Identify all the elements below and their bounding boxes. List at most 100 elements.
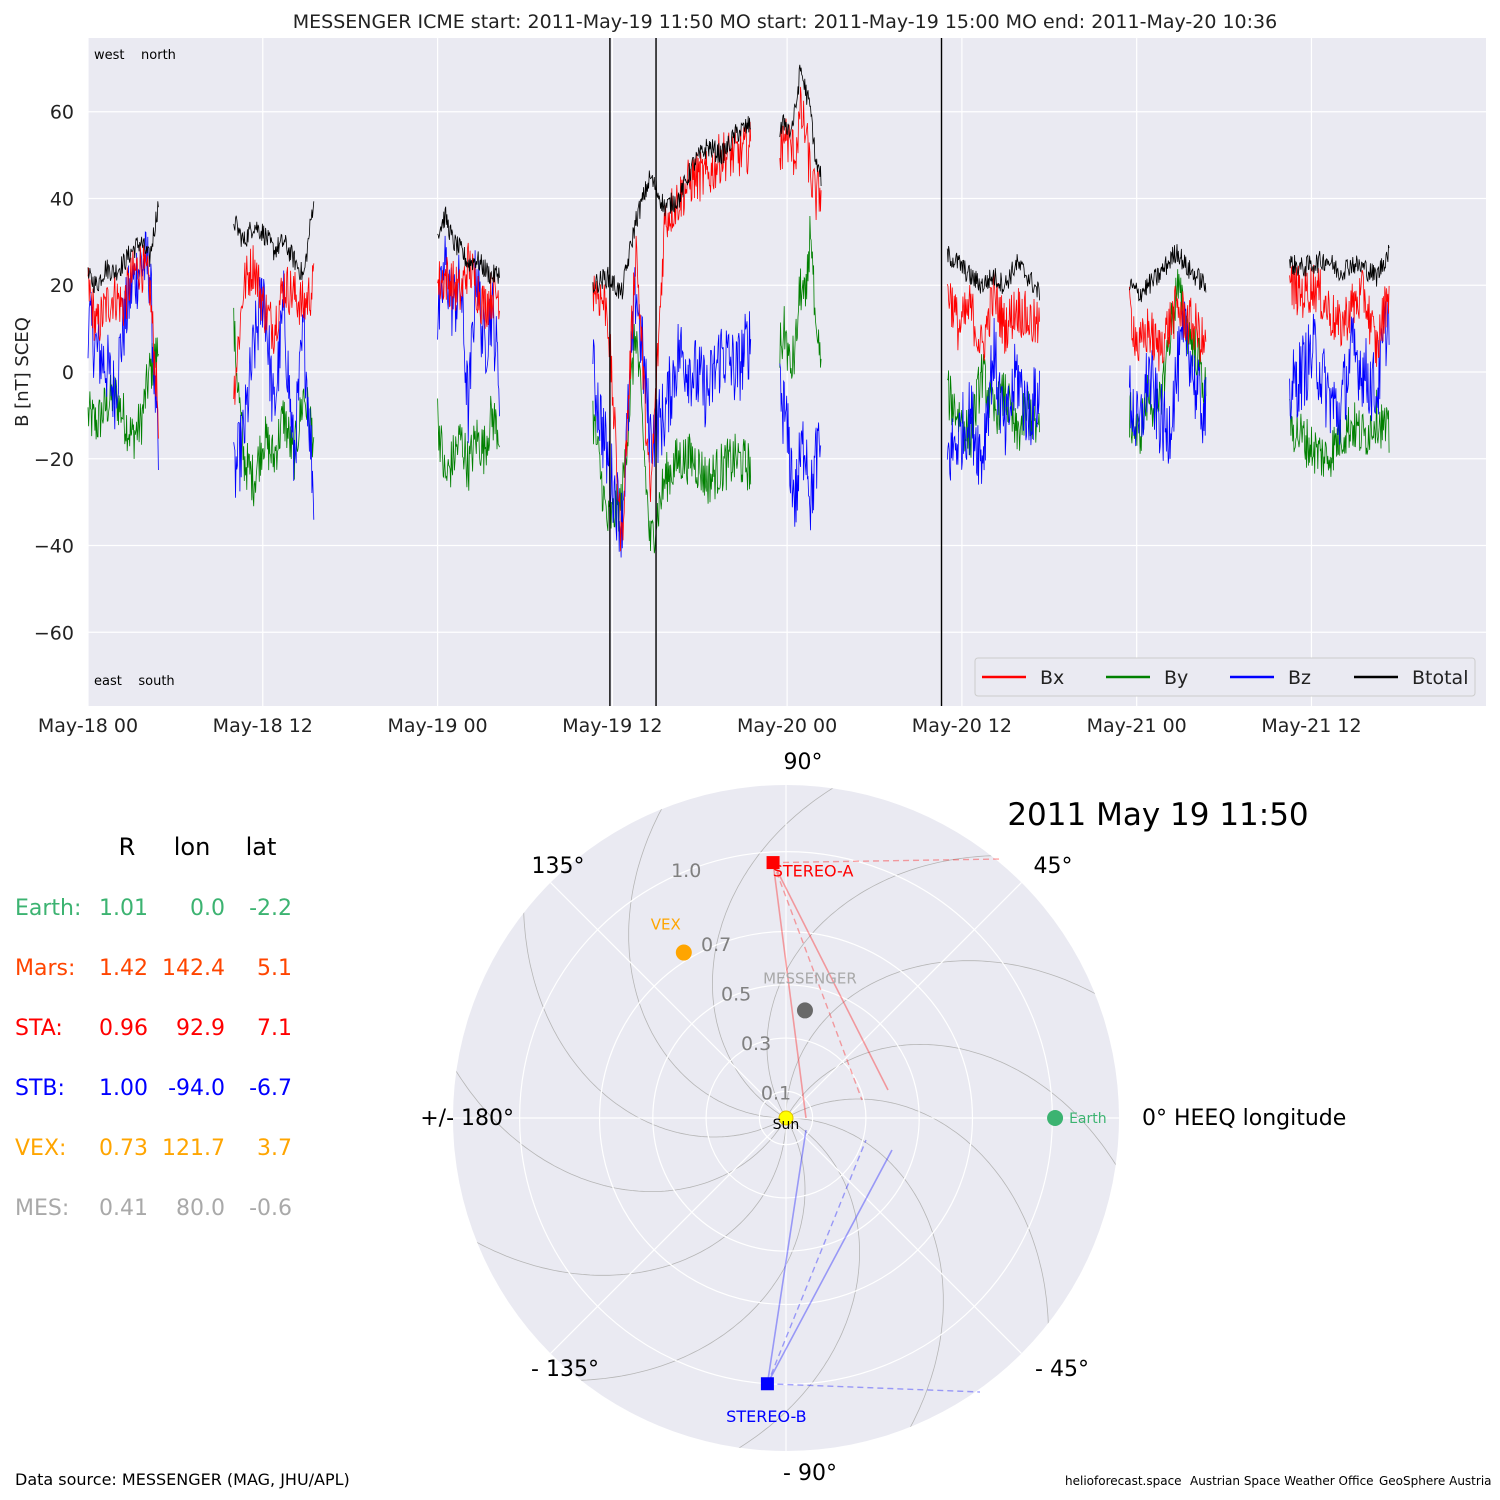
series-by-line [779,215,822,379]
table-cell-lon: -94.0 [168,1076,225,1101]
body-label-vex: VEX [651,916,681,934]
series-by-line [233,307,315,507]
body-marker-stereo-a [766,856,780,870]
credit-geosphere: GeoSphere Austria [1379,1474,1492,1488]
x-tick-label: May-21 00 [1087,715,1187,737]
x-tick-label: May-20 00 [737,715,837,737]
radial-tick-label: 0.3 [741,1033,771,1055]
parker-spiral-line [785,1098,1049,1345]
legend-box [974,657,1476,697]
parker-spiral-line [785,960,1114,1118]
angle-label: - 135° [531,1357,599,1382]
table-cell-lat: 7.1 [257,1016,292,1041]
series-bz-line [233,270,315,520]
radial-tick-label: 0.7 [701,934,731,956]
table-cell-r: 0.96 [99,1016,148,1041]
credit-aswo: Austrian Space Weather Office [1190,1474,1374,1488]
fov-line-solid [766,1129,807,1384]
angle-spoke [785,882,1022,1119]
annotation-east-south: east south [94,674,175,689]
table-row-label: MES: [15,1196,69,1221]
table-header: lat [246,833,277,861]
table-cell-r: 1.01 [99,896,148,921]
credit-helioforecast: helioforecast.space [1065,1474,1182,1488]
x-tick-label: May-18 00 [38,715,138,737]
fov-line-solid [766,1149,893,1385]
annotation-west-north: west north [94,48,176,63]
fov-stereo-b [766,1129,981,1393]
table-cell-lat: -2.2 [249,896,292,921]
body-label-stereo-b: STEREO-B [726,1407,806,1426]
parker-spirals [453,785,1119,1451]
fov-line-solid [772,862,889,1091]
body-label-sun: Sun [773,1117,800,1133]
x-tick-label: May-19 12 [562,715,662,737]
x-tick-label: May-21 12 [1261,715,1361,737]
table-row-label: Earth: [15,896,81,921]
table-row-label: STB: [15,1076,65,1101]
table-cell-lon: 142.4 [162,956,225,981]
x-tick-label: May-19 00 [387,715,487,737]
y-tick-labels: 60 40 20 0 −20 −40 −60 [34,102,74,645]
parker-spiral-line [785,1043,1119,1183]
series-bx-line [1129,285,1207,372]
parker-spiral-line [458,1118,787,1276]
polar-title: 2011 May 19 11:50 [1007,797,1308,833]
parker-spiral-line [453,1053,787,1193]
body-marker-stereo-b [760,1377,774,1391]
series-bz-line [1289,297,1390,445]
y-tick-label: −60 [34,622,74,644]
table-cell-lat: -0.6 [249,1196,292,1221]
body-marker-vex [675,944,692,961]
parker-spiral-line [711,785,851,1119]
series-btotal-line [437,206,500,284]
x-tick-label: May-18 12 [213,715,313,737]
table-row-label: Mars: [15,956,75,981]
table-header: R [119,833,136,861]
series-bx-line [87,245,159,439]
angle-spoke [550,1117,787,1354]
table-cell-r: 0.73 [99,1136,148,1161]
table-cell-lat: 5.1 [257,956,292,981]
body-label-earth: Earth [1069,1111,1107,1127]
table-row-label: STA: [15,1016,63,1041]
x-tick-label: May-20 12 [912,715,1012,737]
angle-label: - 45° [1035,1357,1089,1382]
y-tick-label: 40 [50,188,74,210]
body-marker-sun [778,1110,794,1126]
series-by-line [87,337,159,459]
radial-tick-label: 0.1 [761,1082,791,1104]
fov-line-dashed [766,1139,867,1385]
table-cell-lon: 121.7 [162,1136,225,1161]
series-btotal-line [1129,244,1207,303]
table-header: lon [174,833,211,861]
parker-spiral-line [523,891,787,1138]
series-btotal-line [87,201,159,294]
radial-tick-label: 1.0 [671,860,701,882]
parker-spiral-line [628,790,786,1119]
table-row-label: VEX: [15,1136,66,1161]
y-tick-label: 0 [62,362,74,384]
body-label-stereo-a: STEREO-A [773,862,854,881]
angle-label: 135° [532,854,585,879]
table-cell-r: 1.42 [99,956,148,981]
series-btotal-line [233,201,315,281]
angle-label: 45° [1034,854,1073,879]
body-label-messenger: MESSENGER [763,969,857,987]
series-bz-line [437,235,500,444]
y-tick-label: 20 [50,275,74,297]
series-bz-line [946,317,1040,485]
series-bx-line [1289,264,1390,367]
parker-spiral-line [721,1117,861,1451]
y-tick-label: −40 [34,536,74,558]
table-cell-lon: 92.9 [176,1016,225,1041]
timeseries-title: MESSENGER ICME start: 2011-May-19 11:50 … [293,11,1277,33]
radial-tick-label: 0.5 [721,983,751,1005]
series-bx-line [779,86,822,221]
series-bx-line [233,245,315,405]
table-cell-lat: 3.7 [257,1136,292,1161]
series-btotal-line [779,64,822,187]
legend-label-bx: Bx [1040,667,1064,689]
